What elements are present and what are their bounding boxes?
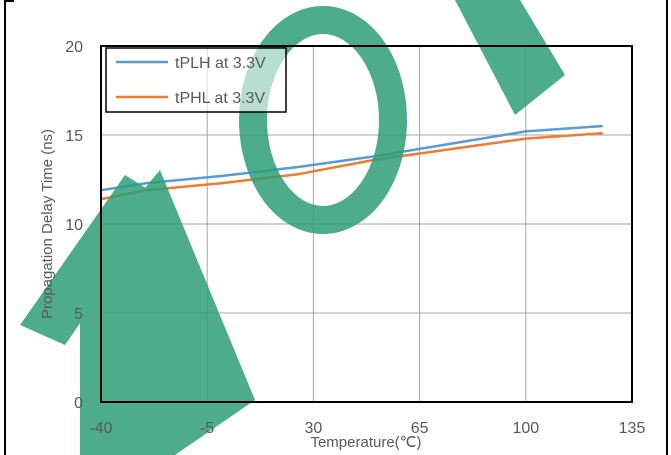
series-point xyxy=(221,174,224,178)
series-point xyxy=(600,124,603,128)
watermark-o-ring xyxy=(239,6,407,234)
x-tick-label: -5 xyxy=(200,420,214,437)
x-tick-label: 30 xyxy=(305,420,323,437)
series-line-2 xyxy=(100,131,602,201)
series-point xyxy=(524,137,527,140)
legend: tPLH at 3.3V tPHL at 3.3V xyxy=(105,47,287,113)
series-point xyxy=(600,132,603,135)
y-tick-label: 10 xyxy=(65,217,83,234)
y-tick-label: 0 xyxy=(74,395,83,412)
series-point xyxy=(297,165,300,169)
series-point xyxy=(145,181,148,185)
watermark-i-stroke xyxy=(455,0,565,115)
series-point xyxy=(448,142,452,146)
x-tick-label: -40 xyxy=(89,420,112,437)
x-tick-label: 100 xyxy=(512,420,539,437)
series-group xyxy=(99,124,603,201)
legend-box xyxy=(105,47,287,113)
frame-lines xyxy=(4,0,668,455)
x-tick-labels: -40 -5 30 65 100 135 xyxy=(89,420,645,437)
x-axis-label: Temperature(℃) xyxy=(310,434,421,451)
y-tick-label: 20 xyxy=(65,39,83,56)
watermark-f-bar xyxy=(20,175,165,345)
x-tick-label: 65 xyxy=(411,420,429,437)
legend-label: tPLH at 3.3V xyxy=(175,55,266,72)
series-point xyxy=(524,130,527,133)
series-line-1 xyxy=(100,124,602,192)
y-axis-label: Propagation Delay Time (ns) xyxy=(39,129,56,319)
series-point xyxy=(448,148,452,151)
series-point xyxy=(297,172,300,176)
watermark-logo xyxy=(20,0,565,455)
plot-area-border xyxy=(100,45,633,403)
legend-label: tPHL at 3.3V xyxy=(175,90,265,107)
y-tick-labels: 0 5 10 15 20 xyxy=(65,39,83,412)
series-point xyxy=(221,181,224,185)
x-tick-label: 135 xyxy=(619,420,646,437)
y-tick-label: 5 xyxy=(74,306,83,323)
y-tick-label: 15 xyxy=(65,128,83,145)
